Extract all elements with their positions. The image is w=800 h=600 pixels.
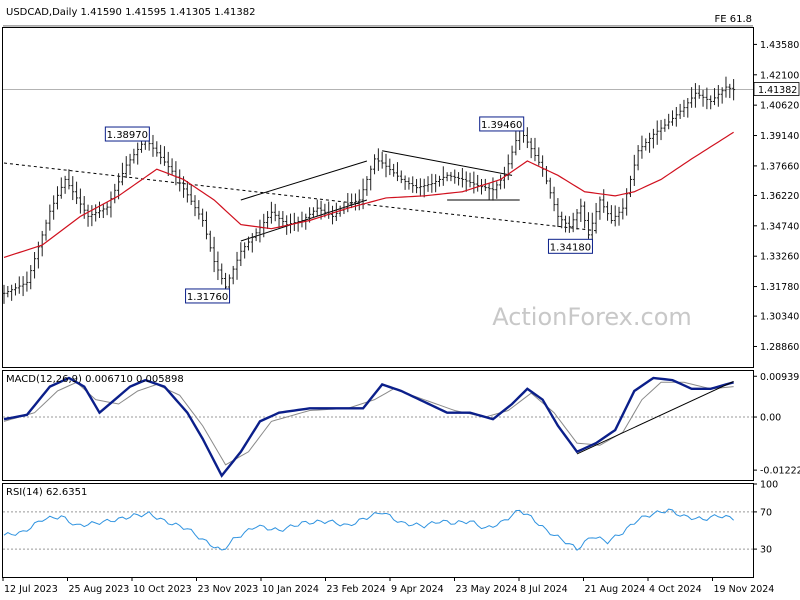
date-axis-label: 8 Jul 2024 bbox=[520, 584, 568, 595]
date-axis-label: 10 Oct 2023 bbox=[133, 584, 192, 595]
price-axis-label: 1.43580 bbox=[760, 40, 799, 51]
price-annotation-box bbox=[479, 116, 525, 132]
price-axis-label: 1.34740 bbox=[760, 221, 799, 232]
channel-line bbox=[240, 199, 368, 242]
channel-line bbox=[382, 150, 513, 176]
price-annotation-label: 1.38970 bbox=[107, 130, 148, 141]
price-axis-label: 1.31780 bbox=[760, 282, 799, 293]
date-axis-label: 10 Jan 2024 bbox=[262, 584, 319, 595]
macd-title: MACD(12,26,9) 0.006710 0.005898 bbox=[6, 374, 184, 385]
price-panel-frame bbox=[2, 27, 754, 368]
date-axis-label: 19 Nov 2024 bbox=[714, 584, 775, 595]
date-axis-label: 23 Nov 2023 bbox=[198, 584, 259, 595]
channel-line bbox=[240, 160, 368, 201]
rsi-title: RSI(14) 62.6351 bbox=[6, 487, 87, 498]
date-axis-label: 12 Jul 2023 bbox=[4, 584, 58, 595]
price-annotation-label: 1.34180 bbox=[550, 242, 591, 253]
price-annotation-box bbox=[185, 288, 231, 304]
price-axis-label: 1.39140 bbox=[760, 131, 799, 142]
current-price-tag bbox=[753, 82, 800, 96]
rsi-axis-label: 70 bbox=[760, 507, 772, 518]
price-annotation-box bbox=[547, 238, 593, 254]
date-axis-label: 4 Oct 2024 bbox=[649, 584, 702, 595]
rsi-line bbox=[3, 508, 734, 551]
price-axis-label: 1.37660 bbox=[760, 161, 799, 172]
macd-axis-label: 0.00 bbox=[760, 413, 781, 424]
price-annotation-label: 1.39460 bbox=[481, 120, 522, 131]
rsi-panel-frame bbox=[2, 483, 754, 578]
rsi-axis-label: 30 bbox=[760, 545, 772, 556]
macd-trendline bbox=[576, 380, 734, 455]
date-axis-label: 9 Apr 2024 bbox=[391, 584, 444, 595]
date-axis-label: 23 Feb 2024 bbox=[327, 584, 386, 595]
moving-average-line bbox=[3, 131, 734, 258]
price-annotation-box bbox=[104, 126, 150, 142]
date-axis-label: 25 Aug 2023 bbox=[69, 584, 130, 595]
date-axis-label: 21 Aug 2024 bbox=[585, 584, 646, 595]
price-axis-label: 1.28860 bbox=[760, 342, 799, 353]
price-annotation-label: 1.31760 bbox=[187, 292, 228, 303]
price-axis-label: 1.33260 bbox=[760, 252, 799, 263]
macd-axis-label: 0.009391 bbox=[760, 372, 800, 383]
fib-label: FE 61.8 bbox=[714, 14, 752, 25]
date-axis-label: 23 May 2024 bbox=[456, 584, 518, 595]
rsi-axis-label: 100 bbox=[760, 480, 778, 491]
watermark: ActionForex.com bbox=[492, 303, 692, 331]
price-axis-label: 1.36220 bbox=[760, 191, 799, 202]
price-axis-label: 1.30340 bbox=[760, 312, 799, 323]
chart-title: USDCAD,Daily 1.41590 1.41595 1.41305 1.4… bbox=[6, 7, 256, 18]
price-axis-label: 1.42100 bbox=[760, 70, 799, 81]
price-axis-label: 1.40620 bbox=[760, 101, 799, 112]
current-price-label: 1.41382 bbox=[758, 85, 797, 96]
macd-axis-label: -0.012225 bbox=[760, 466, 800, 477]
macd-line bbox=[3, 376, 734, 478]
